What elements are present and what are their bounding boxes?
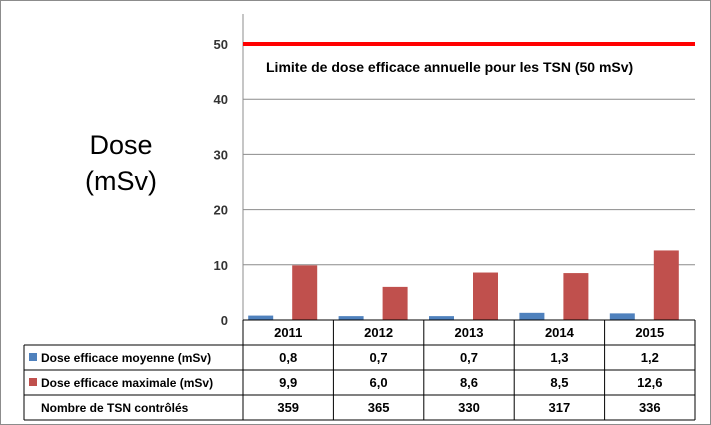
table-cell: 365 bbox=[368, 400, 390, 415]
y-tick-label: 50 bbox=[214, 37, 228, 52]
table-cell: 12,6 bbox=[637, 375, 662, 390]
bar-moyenne bbox=[338, 316, 364, 320]
y-tick-label: 10 bbox=[214, 258, 228, 273]
y-tick-label: 20 bbox=[214, 203, 228, 218]
x-tick-label: 2011 bbox=[274, 325, 302, 340]
table-cell: 336 bbox=[639, 400, 661, 415]
x-tick-label: 2012 bbox=[364, 325, 393, 340]
table-cell: 8,6 bbox=[460, 375, 478, 390]
legend-label: Dose efficace maximale (mSv) bbox=[41, 376, 213, 390]
y-tick-label: 0 bbox=[221, 313, 228, 328]
bar-moyenne bbox=[248, 315, 274, 320]
y-axis-title-line-1: Dose bbox=[89, 130, 153, 160]
table-cell: 0,8 bbox=[279, 350, 297, 365]
table-cell: 1,2 bbox=[641, 350, 659, 365]
bar-moyenne bbox=[609, 313, 635, 320]
table-cell: 8,5 bbox=[550, 375, 568, 390]
table-cell: 330 bbox=[458, 400, 480, 415]
table-cell: 0,7 bbox=[370, 350, 388, 365]
table-cell: 0,7 bbox=[460, 350, 478, 365]
bar-maximale bbox=[292, 265, 318, 320]
y-axis-title-line-2: (mSv) bbox=[85, 166, 157, 196]
table-row-label: Nombre de TSN contrôlés bbox=[41, 401, 189, 415]
table-cell: 1,3 bbox=[550, 350, 568, 365]
bar-maximale bbox=[382, 286, 408, 320]
bar-maximale bbox=[653, 250, 679, 320]
bar-maximale bbox=[563, 273, 589, 320]
x-tick-label: 2013 bbox=[455, 325, 484, 340]
table-cell: 9,9 bbox=[279, 375, 297, 390]
legend-swatch bbox=[29, 378, 37, 386]
y-tick-label: 40 bbox=[214, 92, 228, 107]
bar-moyenne bbox=[429, 316, 454, 320]
legend-swatch bbox=[29, 353, 37, 361]
y-axis-title: Dose (mSv) bbox=[61, 127, 181, 199]
y-tick-label: 30 bbox=[214, 147, 228, 162]
table-cell: 317 bbox=[549, 400, 571, 415]
legend-label: Dose efficace moyenne (mSv) bbox=[41, 351, 211, 365]
table-cell: 6,0 bbox=[370, 375, 388, 390]
bar-maximale bbox=[473, 272, 498, 320]
bar-moyenne bbox=[519, 312, 545, 320]
x-tick-label: 2014 bbox=[545, 325, 575, 340]
x-tick-label: 2015 bbox=[635, 325, 664, 340]
limit-line-label: Limite de dose efficace annuelle pour le… bbox=[266, 59, 633, 75]
table-cell: 359 bbox=[277, 400, 299, 415]
